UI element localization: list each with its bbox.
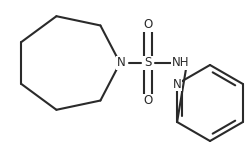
Text: S: S bbox=[144, 57, 151, 70]
Text: O: O bbox=[143, 18, 152, 31]
Text: NH: NH bbox=[172, 57, 189, 70]
Text: N: N bbox=[172, 78, 181, 91]
Text: N: N bbox=[116, 57, 125, 70]
Text: O: O bbox=[143, 94, 152, 107]
